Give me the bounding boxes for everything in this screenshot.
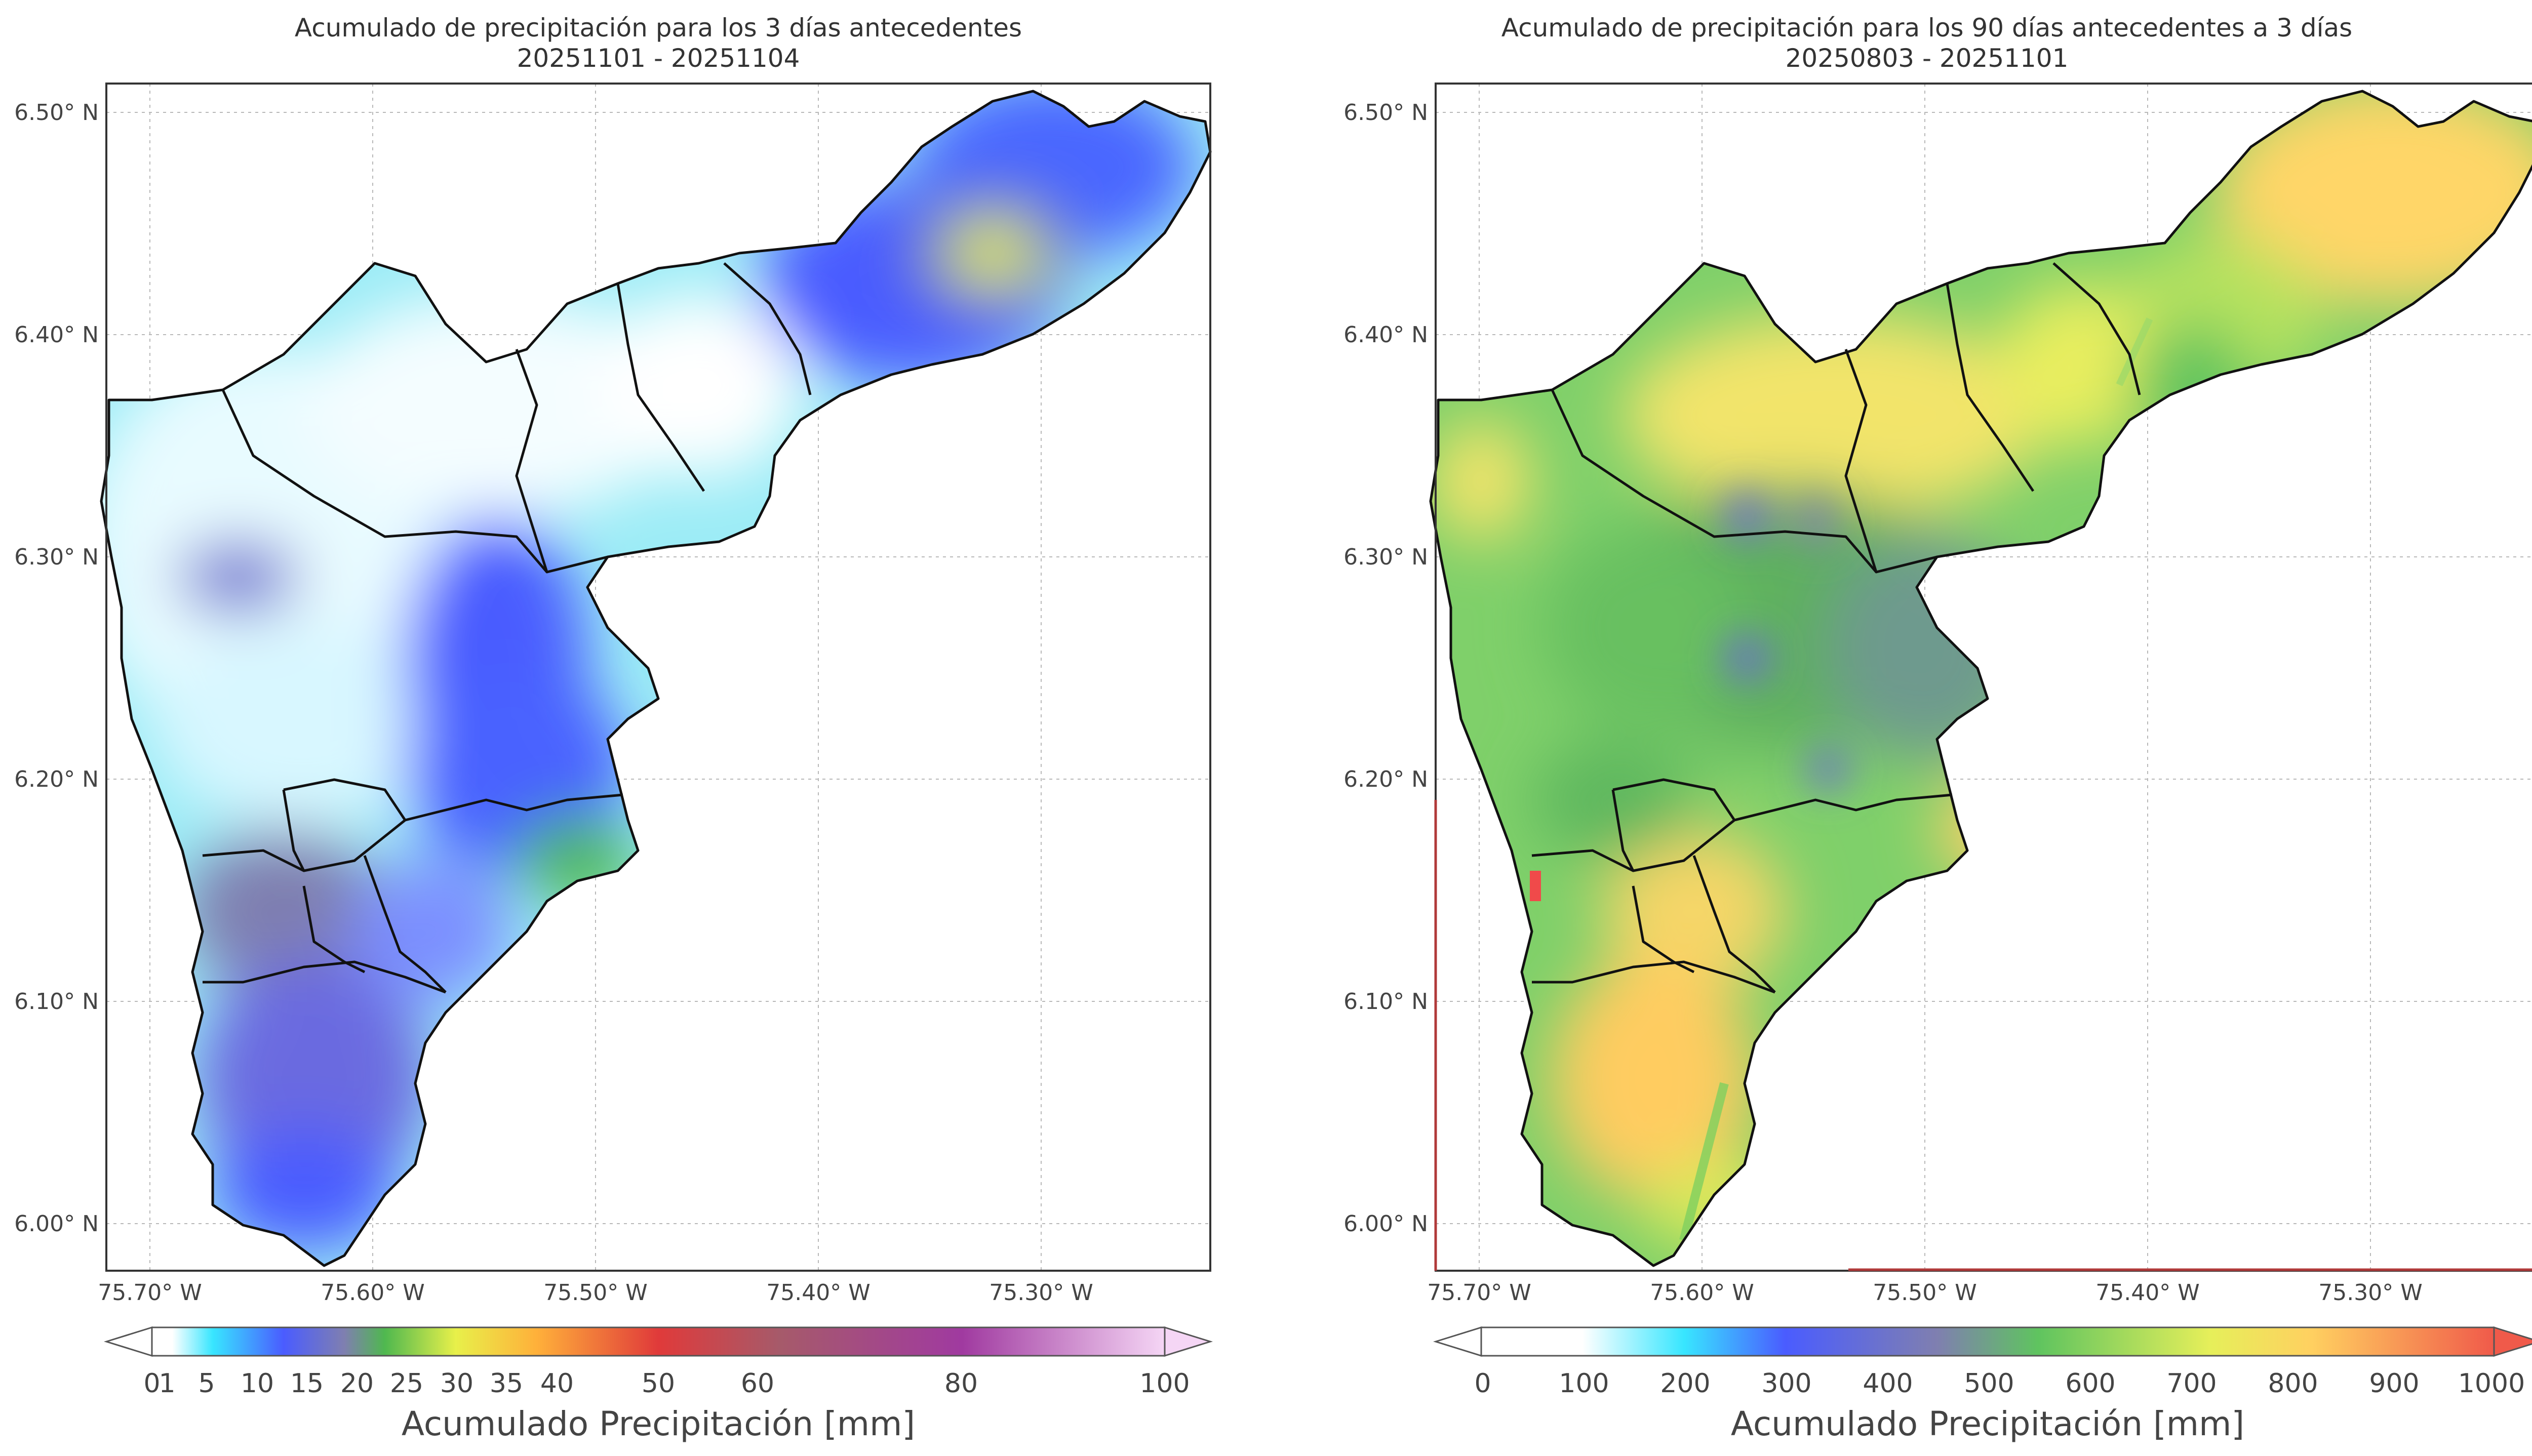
panel-1-map-frame: [105, 83, 1211, 1272]
panel-1-boundaries: [101, 91, 1210, 1266]
colorbar-1-tick: 50: [642, 1368, 675, 1399]
colorbar-1-label: Acumulado Precipitación [mm]: [402, 1404, 915, 1443]
colorbar-1-high-extend: [1164, 1326, 1213, 1357]
colorbar-1-tick: 10: [241, 1368, 274, 1399]
lon-tick-label: 75.60° W: [321, 1280, 424, 1306]
colorbar-2-tick: 400: [1863, 1368, 1913, 1399]
colorbar-2-tick: 1000: [2458, 1368, 2525, 1399]
colorbar-2-label: Acumulado Precipitación [mm]: [1731, 1404, 2244, 1443]
colorbar-2-tick: 300: [1761, 1368, 1811, 1399]
lon-tick-label: 75.40° W: [766, 1280, 870, 1306]
panel-1-lat-ticks: 6.50° N 6.40° N 6.30° N 6.20° N 6.10° N …: [14, 100, 99, 1237]
lon-tick-label: 75.50° W: [1873, 1280, 1976, 1306]
panel-1-lon-ticks: 75.70° W 75.60° W 75.50° W 75.40° W 75.3…: [98, 1280, 1093, 1306]
colorbar-2-tick: 900: [2369, 1368, 2419, 1399]
lon-tick-label: 75.40° W: [2095, 1280, 2199, 1306]
colorbar-1-tick: 25: [390, 1368, 423, 1399]
panel-2-hotspot: [1530, 871, 1541, 901]
colorbar-2-tick: 500: [1964, 1368, 2014, 1399]
lat-tick-label: 6.40° N: [14, 322, 99, 348]
lat-tick-label: 6.20° N: [1343, 766, 1428, 792]
panel-2-title-line2: 20250803 - 20251101: [1786, 44, 2069, 73]
colorbar-1-low-extend: [103, 1326, 153, 1357]
colorbar-2-gradient: [1480, 1326, 2495, 1357]
lat-tick-label: 6.10° N: [1343, 989, 1428, 1015]
colorbar-1-tick: 20: [340, 1368, 374, 1399]
colorbar-2-tick: 200: [1660, 1368, 1710, 1399]
colorbar-1-tick: 30: [440, 1368, 473, 1399]
lat-tick-label: 6.20° N: [14, 766, 99, 792]
lon-tick-label: 75.30° W: [989, 1280, 1093, 1306]
lat-tick-label: 6.50° N: [1343, 100, 1428, 126]
panel-1-precip-field: [101, 91, 1210, 1266]
lon-tick-label: 75.50° W: [543, 1280, 647, 1306]
lat-tick-label: 6.00° N: [1343, 1211, 1428, 1237]
panel-1-title-line2: 20251101 - 20251104: [517, 44, 800, 73]
colorbar-2-tick: 800: [2268, 1368, 2318, 1399]
lon-tick-label: 75.70° W: [1427, 1280, 1531, 1306]
colorbar-2-tick: 0: [1474, 1368, 1491, 1399]
colorbar-1-gradient: [151, 1326, 1166, 1357]
colorbar-2-tick: 600: [2065, 1368, 2115, 1399]
lat-tick-label: 6.50° N: [14, 100, 99, 126]
lon-tick-label: 75.70° W: [98, 1280, 202, 1306]
lat-tick-label: 6.00° N: [14, 1211, 99, 1237]
panel-1-colorbar: 0 1 5 10 15 20 25 30 35 40 50 60 80 100 …: [103, 1326, 1213, 1443]
lat-tick-label: 6.30° N: [14, 544, 99, 570]
colorbar-2-high-extend: [2493, 1326, 2532, 1357]
colorbar-2-tick: 700: [2166, 1368, 2217, 1399]
colorbar-1-tick: 1: [159, 1368, 175, 1399]
lat-tick-label: 6.10° N: [14, 989, 99, 1015]
lon-tick-label: 75.30° W: [2318, 1280, 2422, 1306]
colorbar-1-tick: 40: [540, 1368, 574, 1399]
panel-2-title-line1: Acumulado de precipitación para los 90 d…: [1501, 13, 2352, 43]
panel-2-lon-ticks: 75.70° W 75.60° W 75.50° W 75.40° W 75.3…: [1427, 1280, 2422, 1306]
panel-90-day: Acumulado de precipitación para los 90 d…: [1343, 13, 2532, 1443]
panel-1-title-line1: Acumulado de precipitación para los 3 dí…: [295, 13, 1022, 43]
panel-2-precip-field: [1431, 91, 2532, 1266]
colorbar-2-tick: 100: [1559, 1368, 1609, 1399]
colorbar-1-tick: 0: [143, 1368, 160, 1399]
colorbar-2-low-extend: [1433, 1326, 1482, 1357]
lon-tick-label: 75.60° W: [1650, 1280, 1754, 1306]
panel-2-boundaries: [1431, 91, 2532, 1266]
panel-2-colorbar: 0 100 200 300 400 500 600 700 800 900 10…: [1433, 1326, 2532, 1443]
colorbar-1-tick: 80: [944, 1368, 978, 1399]
lat-tick-label: 6.30° N: [1343, 544, 1428, 570]
colorbar-1-tick: 35: [490, 1368, 523, 1399]
panel-3-day: Acumulado de precipitación para los 3 dí…: [14, 13, 1213, 1443]
colorbar-1-tick: 100: [1139, 1368, 1190, 1399]
panel-2-lat-ticks: 6.50° N 6.40° N 6.30° N 6.20° N 6.10° N …: [1343, 100, 1428, 1237]
colorbar-1-tick: 60: [741, 1368, 774, 1399]
colorbar-1-tick: 5: [198, 1368, 215, 1399]
colorbar-1-tick: 15: [290, 1368, 324, 1399]
lat-tick-label: 6.40° N: [1343, 322, 1428, 348]
